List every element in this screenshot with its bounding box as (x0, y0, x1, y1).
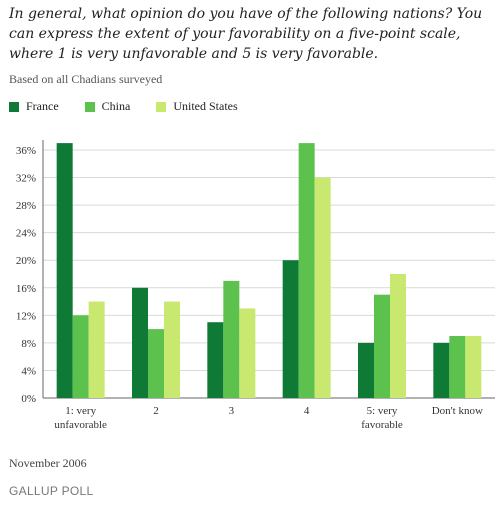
bar-france (132, 287, 148, 398)
y-tick-label: 28% (16, 200, 36, 212)
x-category-label: unfavorable (54, 419, 107, 431)
x-category-label: 4 (304, 405, 310, 417)
chart-subtitle: Based on all Chadians surveyed (9, 72, 163, 86)
legend-swatch (9, 101, 19, 112)
bar-china (223, 280, 240, 398)
bar-france (433, 342, 450, 398)
legend-item-united-states: United States (156, 99, 238, 114)
y-tick-label: 20% (16, 255, 36, 267)
legend-label: United States (173, 99, 238, 113)
bar-france (282, 260, 299, 398)
chart-title: In general, what opinion do you have of … (9, 6, 483, 62)
survey-date: November 2006 (9, 456, 87, 470)
bar-china (148, 329, 164, 398)
y-tick-label: 32% (16, 173, 36, 185)
gallup-poll-logo: GALLUP POLL (9, 484, 94, 498)
legend-item-china: China (84, 99, 131, 114)
bar-united-states (314, 177, 331, 398)
legend-swatch (84, 101, 95, 112)
x-category-label: 2 (153, 405, 159, 417)
y-tick-label: 24% (16, 228, 36, 240)
bar-united-states (239, 308, 256, 398)
legend: France China United States (9, 99, 264, 114)
bar-united-states (465, 336, 482, 398)
bar-france (207, 322, 224, 398)
bar-china (449, 336, 466, 398)
y-tick-label: 0% (21, 393, 36, 405)
y-tick-label: 36% (16, 145, 36, 157)
x-category-label: 3 (229, 405, 235, 417)
legend-label: China (101, 99, 131, 113)
y-tick-label: 4% (21, 365, 36, 377)
bar-united-states (88, 301, 105, 398)
bar-france (358, 342, 374, 398)
legend-item-france: France (9, 99, 59, 114)
x-category-label: 5: very (367, 405, 398, 417)
y-tick-label: 12% (16, 310, 36, 322)
legend-label: France (26, 99, 59, 113)
y-tick-label: 16% (16, 283, 36, 295)
bar-united-states (390, 274, 406, 398)
bar-france (56, 143, 73, 398)
x-category-label: 1: very (65, 405, 96, 417)
bar-china (298, 143, 315, 398)
x-category-label: Don't know (432, 405, 483, 417)
bar-united-states (164, 301, 180, 398)
legend-swatch (156, 101, 167, 112)
y-tick-label: 8% (21, 338, 36, 350)
bar-china (374, 294, 390, 398)
bar-china (72, 315, 89, 398)
x-category-label: favorable (361, 419, 403, 431)
